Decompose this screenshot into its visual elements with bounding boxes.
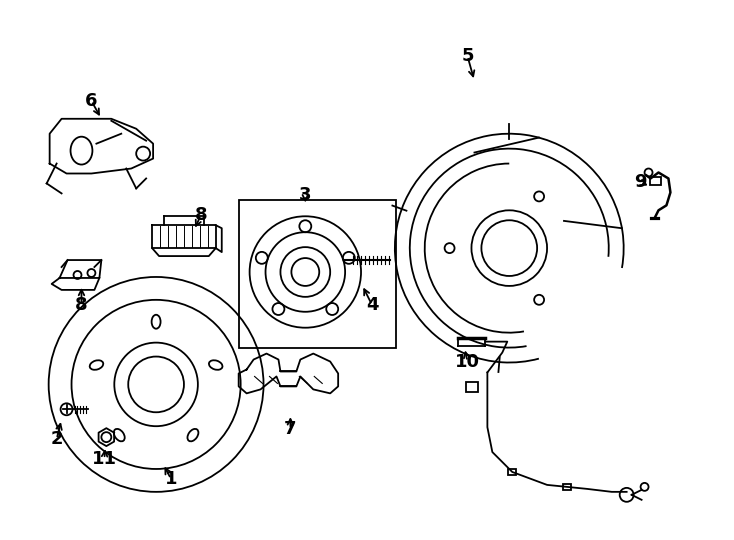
Bar [239, 200, 396, 348]
Text: 2: 2 [51, 430, 63, 448]
Text: 6: 6 [85, 92, 98, 110]
Text: 10: 10 [455, 353, 480, 370]
Text: 3: 3 [299, 186, 311, 204]
Bar [650, 178, 661, 185]
Text: 1: 1 [164, 470, 178, 488]
Bar [563, 484, 571, 490]
Text: 8: 8 [195, 206, 207, 224]
Bar [467, 382, 479, 393]
Text: 4: 4 [366, 296, 378, 314]
Text: 8: 8 [75, 296, 88, 314]
Bar [508, 469, 516, 475]
Text: 7: 7 [284, 420, 297, 438]
Text: 5: 5 [461, 47, 473, 65]
Text: 11: 11 [92, 450, 117, 468]
Text: 9: 9 [634, 173, 647, 192]
